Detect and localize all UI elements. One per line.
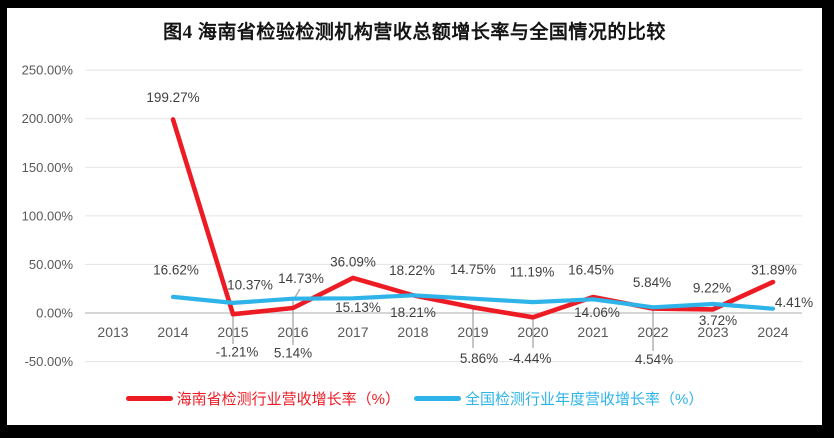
series-line-national	[170, 293, 776, 311]
y-axis-tick-label: 0.00%	[36, 306, 73, 321]
data-label: 9.22%	[693, 281, 731, 296]
legend-item-hainan: 海南省检测行业营收增长率（%）	[125, 388, 400, 409]
x-axis-year-label: 2023	[697, 324, 728, 340]
data-label: 3.72%	[699, 313, 737, 328]
data-label: 5.14%	[274, 346, 312, 361]
data-label: -1.21%	[216, 345, 259, 360]
y-axis-tick-label: 100.00%	[22, 208, 74, 223]
y-axis-tick-label: -50.00%	[25, 354, 74, 369]
data-label: 5.84%	[633, 275, 671, 290]
data-label: 4.54%	[635, 352, 673, 367]
legend-label-national: 全国检测行业年度营收增长率（%）	[465, 390, 704, 408]
legend-item-national: 全国检测行业年度营收增长率（%）	[414, 388, 703, 409]
data-label: -4.44%	[509, 351, 552, 366]
chart-panel: 图4 海南省检验检测机构营收总额增长率与全国情况的比较 250.00% 200.0…	[7, 8, 822, 425]
data-label: 10.37%	[227, 277, 273, 292]
data-label: 18.22%	[389, 263, 435, 278]
data-label: 14.73%	[278, 271, 324, 286]
data-label: 18.21%	[390, 305, 436, 320]
y-axis-tick-label: 200.00%	[22, 111, 74, 126]
y-axis-tick-label: 250.00%	[22, 63, 74, 78]
data-label: 4.41%	[775, 295, 813, 310]
chart-title: 图4 海南省检验检测机构营收总额增长率与全国情况的比较	[163, 22, 666, 43]
series-line-hainan	[170, 117, 776, 320]
x-axis-year-label: 2018	[397, 324, 428, 340]
legend-line-sample-national	[414, 395, 461, 401]
x-axis-year-label: 2021	[577, 324, 608, 340]
x-axis-year-label: 2024	[757, 324, 788, 340]
x-axis-year-label: 2017	[337, 324, 368, 340]
data-label: 14.06%	[574, 305, 620, 320]
y-axis-tick-label: 150.00%	[22, 160, 74, 175]
data-label: 16.62%	[153, 262, 199, 277]
plot-area: 250.00% 200.00% 150.00% 100.00% 50.00% 0.00% -…	[22, 63, 813, 369]
x-axis-year-label: 2014	[157, 324, 188, 340]
data-label: 199.27%	[146, 90, 199, 105]
legend-line-sample-hainan	[125, 395, 173, 401]
data-label: 5.86%	[460, 351, 498, 366]
y-axis-tick-label: 50.00%	[29, 257, 74, 272]
data-label: 15.13%	[335, 300, 381, 315]
legend-label-hainan: 海南省检测行业营收增长率（%）	[176, 390, 400, 408]
legend: 海南省检测行业营收增长率（%） 全国检测行业年度营收增长率（%）	[7, 388, 822, 408]
data-label: 16.45%	[568, 263, 614, 278]
x-axis-year-label: 2013	[97, 324, 128, 340]
data-label: 36.09%	[330, 254, 376, 269]
data-label: 31.89%	[751, 263, 797, 278]
data-label: 11.19%	[510, 265, 555, 280]
data-label: 14.75%	[450, 262, 496, 277]
